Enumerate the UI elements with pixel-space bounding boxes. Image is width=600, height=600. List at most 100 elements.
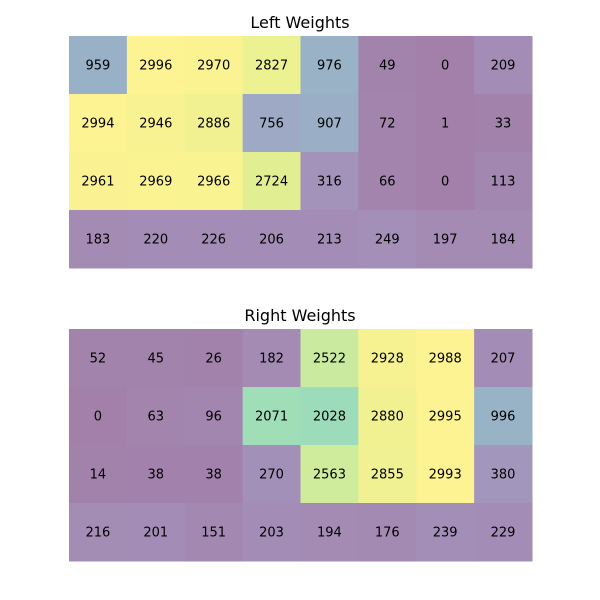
left-heatmap-cell-r3-c3 <box>242 210 302 269</box>
right-heatmap-cell-r3-c3 <box>242 503 302 562</box>
left-heatmap-cell-r3-c0 <box>69 210 128 269</box>
left-heatmap-cell-r2-c1 <box>126 152 186 211</box>
right-cell-label-r1-c1: 63 <box>148 410 165 425</box>
right-cell-label-r2-c2: 38 <box>205 468 222 483</box>
left-cell-label-r3-c5: 249 <box>375 233 400 248</box>
left-cell-label-r2-c7: 113 <box>491 175 516 190</box>
left-heatmap-cell-r1-c4 <box>300 94 359 153</box>
left-heatmap-cell-r1-c3 <box>242 94 302 153</box>
right-heatmap-cell-r2-c5 <box>358 445 417 504</box>
left-cell-label-r0-c6: 0 <box>441 59 449 74</box>
right-heatmap-cell-r0-c1 <box>126 329 186 388</box>
right-cell-label-r0-c3: 182 <box>259 352 284 367</box>
right-heatmap-cell-r3-c7 <box>474 503 533 562</box>
left-cell-label-r0-c4: 976 <box>317 59 342 74</box>
right-cell-label-r0-c0: 52 <box>90 352 107 367</box>
left-cell-label-r2-c6: 0 <box>441 175 449 190</box>
left-heatmap-cell-r2-c3 <box>242 152 302 211</box>
right-cell-label-r3-c3: 203 <box>259 526 284 541</box>
left-heatmap-cell-r0-c6 <box>416 36 475 95</box>
left-cell-label-r3-c0: 183 <box>86 233 111 248</box>
left-cell-label-r1-c3: 756 <box>259 117 284 132</box>
right-heatmap-cell-r2-c6 <box>416 445 475 504</box>
left-heatmap-cell-r3-c4 <box>300 210 359 269</box>
right-cell-label-r0-c7: 207 <box>491 352 516 367</box>
right-heatmap-cell-r0-c4 <box>300 329 359 388</box>
right-heatmap-cell-r1-c4 <box>300 387 359 446</box>
right-heatmap-cell-r2-c2 <box>184 445 244 504</box>
right-weights-title: Right Weights <box>244 306 355 325</box>
right-heatmap-cell-r0-c3 <box>242 329 302 388</box>
right-heatmap-cell-r2-c3 <box>242 445 302 504</box>
left-cell-label-r0-c5: 49 <box>379 59 396 74</box>
left-heatmap-cell-r0-c4 <box>300 36 359 95</box>
left-heatmap-cell-r0-c3 <box>242 36 302 95</box>
right-cell-label-r1-c6: 2995 <box>429 410 462 425</box>
left-heatmap-cell-r3-c1 <box>126 210 186 269</box>
left-cell-label-r3-c1: 220 <box>143 233 168 248</box>
left-heatmap-cell-r2-c2 <box>184 152 244 211</box>
right-cell-label-r3-c4: 194 <box>317 526 342 541</box>
right-heatmap-cell-r1-c7 <box>474 387 533 446</box>
left-weights-title: Left Weights <box>250 13 349 32</box>
left-cell-label-r0-c2: 2970 <box>197 59 230 74</box>
right-heatmap-cell-r1-c3 <box>242 387 302 446</box>
left-cell-label-r2-c2: 2966 <box>197 175 230 190</box>
left-cell-label-r1-c1: 2946 <box>139 117 172 132</box>
right-heatmap-cell-r3-c5 <box>358 503 417 562</box>
left-cell-label-r0-c3: 2827 <box>255 59 288 74</box>
left-heatmap-cell-r2-c4 <box>300 152 359 211</box>
left-cell-label-r1-c5: 72 <box>379 117 396 132</box>
right-cell-label-r0-c6: 2988 <box>429 352 462 367</box>
left-cell-label-r2-c1: 2969 <box>139 175 172 190</box>
right-heatmap-cell-r0-c6 <box>416 329 475 388</box>
right-cell-label-r0-c2: 26 <box>205 352 222 367</box>
right-cell-label-r1-c4: 2028 <box>313 410 346 425</box>
left-cell-label-r0-c1: 2996 <box>139 59 172 74</box>
right-heatmap-cell-r1-c1 <box>126 387 186 446</box>
right-heatmap-cell-r2-c7 <box>474 445 533 504</box>
right-cell-label-r2-c5: 2855 <box>371 468 404 483</box>
left-cell-label-r0-c7: 209 <box>491 59 516 74</box>
right-heatmap-cell-r3-c6 <box>416 503 475 562</box>
right-cell-label-r0-c4: 2522 <box>313 352 346 367</box>
left-heatmap-cell-r2-c6 <box>416 152 475 211</box>
left-heatmap-cell-r2-c0 <box>69 152 128 211</box>
left-cell-label-r1-c2: 2886 <box>197 117 230 132</box>
left-heatmap-cell-r0-c5 <box>358 36 417 95</box>
left-cell-label-r1-c4: 907 <box>317 117 342 132</box>
left-cell-label-r2-c0: 2961 <box>81 175 114 190</box>
left-heatmap-cell-r0-c7 <box>474 36 533 95</box>
right-cell-label-r3-c0: 216 <box>86 526 111 541</box>
left-cell-label-r1-c0: 2994 <box>81 117 114 132</box>
right-heatmap-cell-r3-c1 <box>126 503 186 562</box>
left-heatmap-cell-r0-c0 <box>69 36 128 95</box>
right-cell-label-r2-c6: 2993 <box>429 468 462 483</box>
right-cell-label-r1-c7: 996 <box>491 410 516 425</box>
right-heatmap-cell-r2-c1 <box>126 445 186 504</box>
left-cell-label-r0-c0: 959 <box>86 59 111 74</box>
left-cell-label-r3-c2: 226 <box>201 233 226 248</box>
left-heatmap-cell-r1-c2 <box>184 94 244 153</box>
left-heatmap-cell-r2-c5 <box>358 152 417 211</box>
right-heatmap-cell-r0-c5 <box>358 329 417 388</box>
left-heatmap-cell-r1-c6 <box>416 94 475 153</box>
left-heatmap-cell-r1-c5 <box>358 94 417 153</box>
right-cell-label-r2-c7: 380 <box>491 468 516 483</box>
right-cell-label-r0-c5: 2928 <box>371 352 404 367</box>
left-heatmap-cell-r1-c7 <box>474 94 533 153</box>
right-heatmap-cell-r1-c0 <box>69 387 128 446</box>
left-cell-label-r3-c4: 213 <box>317 233 342 248</box>
right-heatmap-cell-r0-c7 <box>474 329 533 388</box>
right-cell-label-r3-c6: 239 <box>433 526 458 541</box>
left-heatmap-cell-r3-c2 <box>184 210 244 269</box>
right-cell-label-r2-c3: 270 <box>259 468 284 483</box>
right-cell-label-r2-c1: 38 <box>148 468 165 483</box>
right-cell-label-r2-c0: 14 <box>90 468 107 483</box>
left-cell-label-r3-c6: 197 <box>433 233 458 248</box>
right-cell-label-r1-c5: 2880 <box>371 410 404 425</box>
left-cell-label-r3-c7: 184 <box>491 233 516 248</box>
right-heatmap-cell-r0-c2 <box>184 329 244 388</box>
right-cell-label-r3-c5: 176 <box>375 526 400 541</box>
right-cell-label-r1-c2: 96 <box>205 410 222 425</box>
